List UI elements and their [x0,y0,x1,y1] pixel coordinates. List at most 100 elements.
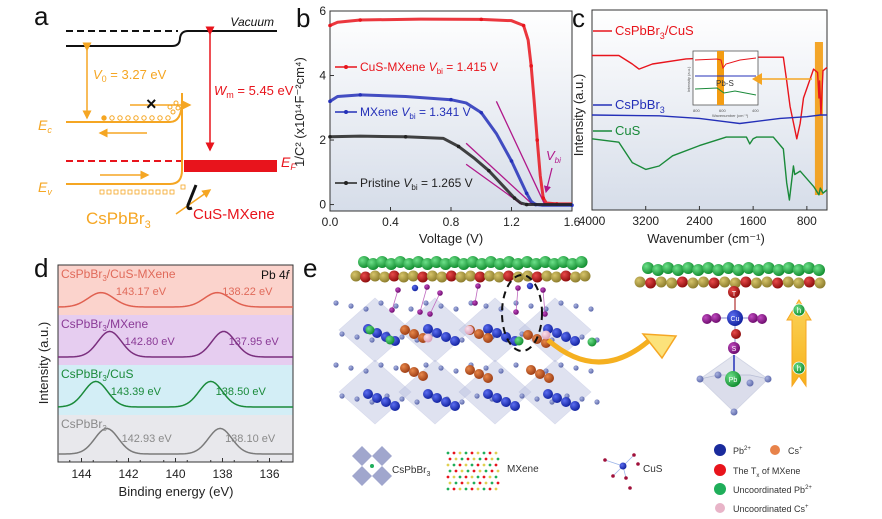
mxene-top-atom [762,262,775,274]
tunnel-mark [186,184,198,211]
br-atom [459,399,465,405]
electron-dot [149,115,155,121]
series-line-cus-mxene [329,17,572,206]
uncoordinated-pb [365,325,375,335]
pb-atom [483,324,493,334]
ti-atom [814,277,826,289]
peak-label: 138.50 eV [216,386,267,398]
mxene-top-atom [466,256,479,268]
highlight-ellipse [501,274,543,352]
pb-atom [501,397,511,407]
data-point [524,202,529,207]
data-point [524,191,529,196]
metal-fermi-block [184,160,277,172]
data-point [512,196,517,200]
br-atom [393,303,399,309]
pb-atom [725,371,741,387]
mxene-icon-atom [494,463,498,467]
peak-label: 138.10 eV [225,433,276,445]
br-atom [378,362,384,368]
cus-bond [474,285,479,304]
legend-sub: 3 [660,105,665,115]
br-atom [474,393,480,399]
data-point [509,159,514,163]
xps-curve [57,330,293,358]
mxene-icon-atom [460,481,464,485]
hole-dot [127,189,133,195]
tx-atom [388,270,400,282]
data-point [358,93,363,97]
xtick-label-b: 1.2 [503,215,520,229]
mxene-icon-atom [452,487,456,491]
electron-dot [157,115,163,121]
hole-dot [113,189,119,195]
cs-legend-dot [770,445,780,455]
cs-atom [483,373,493,383]
legend-b: CuS-MXene Vbi = 1.415 V MXene Vbi = 1.341… [335,60,498,192]
mxene-top-atom [672,264,685,276]
series-line [592,54,828,140]
octahedron-icon [352,466,372,486]
mxene-top-atom [642,262,654,274]
mxene-top-atom [394,256,407,268]
mxene-icon-atom [484,469,488,473]
pb-atom [381,397,391,407]
hole-dot [99,189,105,195]
sulfur-atom [757,314,767,324]
cu-atom [727,310,743,326]
ytick-label-b: 0 [319,198,326,212]
ec-label: Ec [38,117,52,135]
mxene-top-atom [813,264,825,276]
hole-dot [162,189,168,195]
pb-atom [441,397,451,407]
br-atom [408,306,414,312]
uncoord-cs-legend-dot [715,503,725,513]
series-b [328,17,574,207]
mxene-top-atom [493,258,506,270]
tx-atom [417,271,429,283]
inset-xtick: 800 [693,108,700,113]
br-atom [333,362,339,368]
inset-xtick: 400 [752,108,759,113]
legend-vbi-value: = 1.415 V [443,60,498,74]
pb-atom [561,332,571,342]
label-name: CsPbBr [61,267,102,281]
vbi-arrow [543,167,553,194]
hole-dots [99,184,186,195]
mxene-top-atom [530,258,543,270]
pb-atom [390,401,400,411]
pb-atom [363,389,373,399]
inset-xlabel: Wavenumber (cm⁻¹) [712,113,749,118]
mxene-top-atom [702,262,715,274]
br-atom [513,300,519,306]
cus-legend-icon [603,453,640,490]
cu-atom [411,284,419,292]
br-atom [519,393,525,399]
br-atom [378,300,384,306]
legend-structure-cspbbr3: CsPbBr3 [392,465,430,478]
mxene-icon-atom [488,451,492,455]
xtick-label-d: 140 [165,467,185,481]
zoom-curved-arrow [546,336,654,365]
hole-label: h [797,364,801,373]
mxene-top-atom [692,264,705,276]
ti-atom [493,271,505,283]
legend-vbi: V [429,60,438,74]
legend-entry: CsPbBr3 [615,97,665,115]
mxene-top-atom [439,258,452,270]
tx-atom-label: T [732,291,737,298]
mxene-icon-atom [454,457,458,461]
br-atom [528,303,534,309]
br-atom [573,365,579,371]
mxene-icon-atom [494,487,498,491]
legend-structure-mxene: MXene [507,464,539,475]
plot-area-c [591,9,828,211]
br-atom [393,365,399,371]
mxene-icon-atom [484,457,488,461]
mxene-icon-atom [478,469,482,473]
xtick-label-b: 0.4 [382,215,399,229]
octahedron-icon [372,446,392,466]
uncoordinated-pb [385,335,395,345]
v0-label: V0 = 3.27 eV [93,67,167,84]
sulfur-atom [711,313,721,323]
